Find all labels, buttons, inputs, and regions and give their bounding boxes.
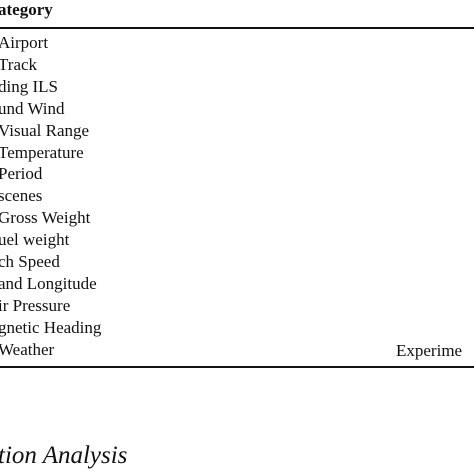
table-row: Period [0,164,43,184]
bottom-rule [0,366,474,368]
caption: tion Analysis [0,442,128,469]
table-row: and Longitude [0,273,97,293]
table-row: gnetic Heading [0,317,102,337]
table-row: Weather [0,339,55,359]
table-row: Track [0,54,38,74]
table-header: ategory [0,0,53,19]
table-row: scenes [0,186,43,206]
table-row: Airport [0,33,49,52]
table-row: Visual Range [0,120,90,140]
table-row: ding ILS [0,76,58,96]
table-row: ch Speed [0,252,60,271]
table-row: und Wind [0,98,65,118]
table-row: Temperature [0,142,84,162]
header-rule [0,27,474,29]
table-row: Gross Weight [0,208,91,228]
table-row: ir Pressure [0,295,71,315]
table-row: uel weight [0,230,70,250]
table-note: Experime [396,341,463,360]
